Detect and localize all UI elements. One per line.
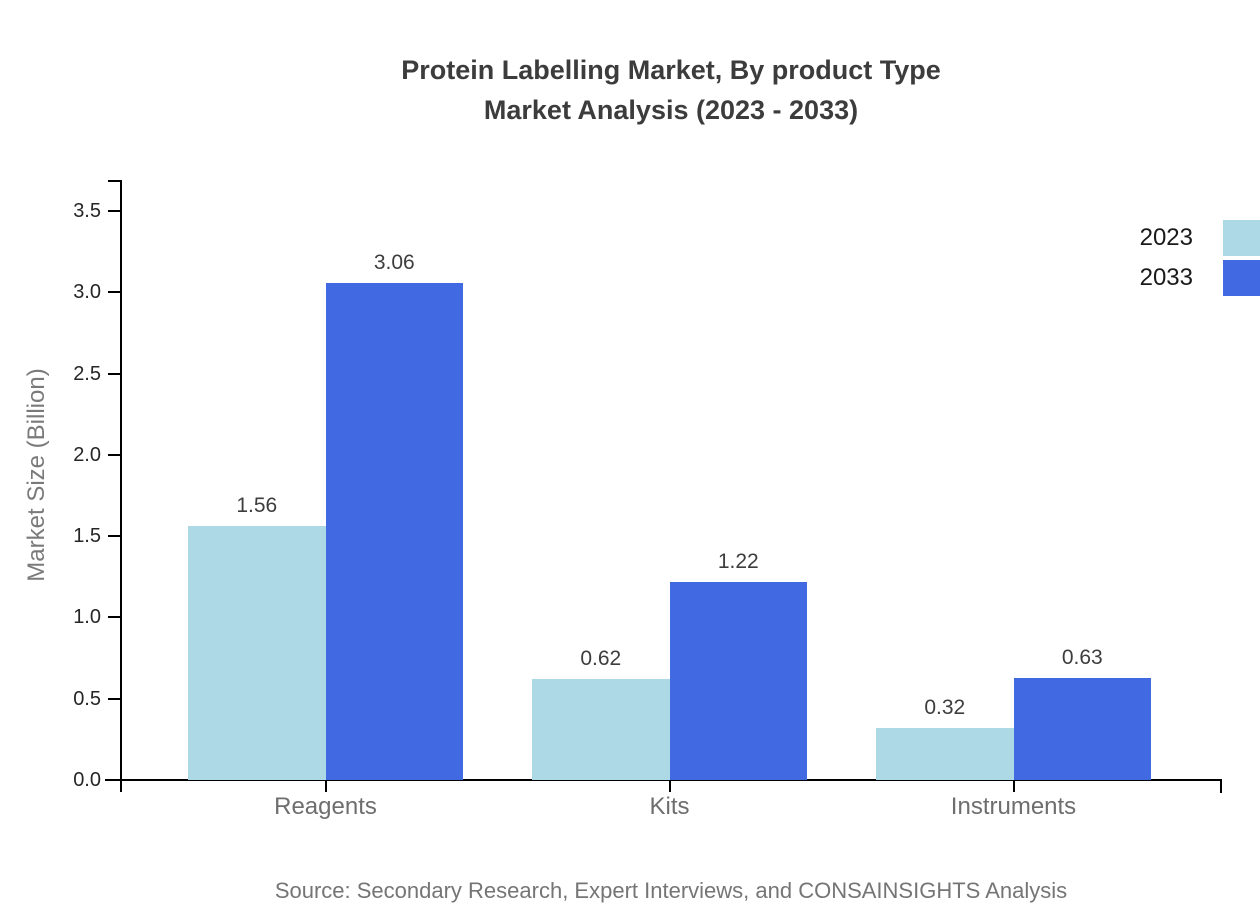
y-tick-label: 1.0 [73, 606, 101, 629]
y-tick-mark [107, 453, 121, 456]
value-label: 3.06 [373, 250, 415, 274]
y-tick-mark [107, 697, 121, 700]
bar-2023-kits [532, 679, 670, 780]
y-tick-label: 3.0 [73, 281, 101, 304]
x-axis-end-cap [1220, 779, 1222, 793]
value-label: 0.62 [580, 647, 622, 671]
y-tick-mark [107, 372, 121, 375]
y-tick-label: 0.0 [73, 769, 101, 791]
bar-2033-instruments [1013, 677, 1151, 780]
y-tick-label: 2.5 [73, 362, 101, 385]
legend-label-2033: 2033 [1139, 264, 1193, 291]
y-tick-label: 3.5 [73, 200, 101, 222]
source-text: Source: Secondary Research, Expert Inter… [274, 878, 1068, 903]
value-label: 0.63 [1061, 645, 1103, 669]
y-tick-mark [107, 535, 121, 538]
legend-swatch-2023 [1223, 220, 1260, 256]
y-axis-top-cap [107, 180, 122, 182]
chart-title: Protein Labelling Market, By product Typ… [120, 50, 1222, 130]
bar-2033-reagents [325, 282, 463, 780]
y-axis-label-text: Market Size (Billion) [23, 368, 50, 582]
x-tick-mark [668, 780, 671, 792]
x-tick-mark [324, 780, 327, 792]
bar-2023-instruments [876, 727, 1014, 780]
x-category-label: Instruments [950, 793, 1077, 820]
y-tick-mark [107, 616, 121, 619]
value-label: 0.32 [924, 695, 966, 719]
y-tick-mark [107, 779, 121, 781]
value-label: 1.22 [717, 549, 759, 573]
x-tick-mark [1012, 780, 1015, 792]
chart-title-line1: Protein Labelling Market, By product Typ… [401, 55, 941, 85]
x-category-label: Kits [649, 793, 690, 820]
y-tick-label: 2.0 [73, 443, 101, 466]
x-axis-spine [105, 779, 1222, 781]
bar-2023-reagents [188, 526, 326, 780]
x-category-label: Reagents [274, 793, 377, 820]
y-tick-mark [107, 210, 121, 212]
y-tick-label: 1.5 [73, 525, 101, 548]
value-label: 1.56 [236, 494, 278, 518]
legend-swatch-2033 [1223, 260, 1260, 296]
bar-2033-kits [669, 581, 807, 780]
y-tick-label: 0.5 [73, 687, 101, 710]
legend-label-2023: 2023 [1139, 224, 1193, 251]
y-axis-spine [119, 180, 122, 792]
chart-title-line2: Market Analysis (2023 - 2033) [483, 95, 859, 125]
y-tick-mark [107, 291, 121, 294]
